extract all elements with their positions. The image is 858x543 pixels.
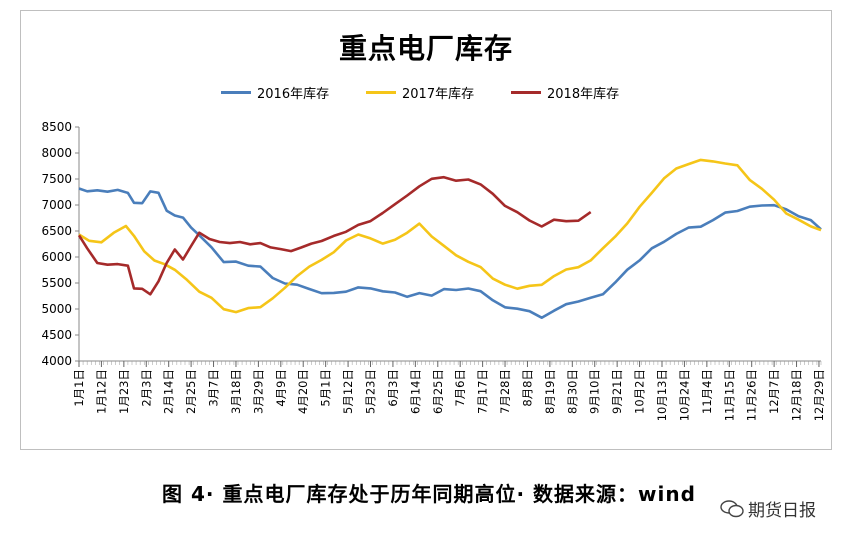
legend-item-2016: 2016年库存: [221, 83, 329, 102]
x-tick-label: 1月23日: [117, 369, 131, 414]
y-tick-label: 8000: [41, 146, 72, 160]
x-tick-label: 8月19日: [543, 369, 557, 414]
x-tick-label: 5月12日: [341, 369, 355, 414]
x-tick-label: 6月3日: [386, 369, 400, 407]
y-tick-label: 6000: [41, 250, 72, 264]
legend-swatch-2016: [221, 91, 251, 94]
x-tick-label: 5月23日: [364, 369, 378, 414]
watermark: 期货日报: [720, 496, 816, 521]
x-tick-label: 7月28日: [498, 369, 512, 414]
x-tick-label: 3月7日: [207, 369, 221, 407]
x-tick-label: 4月20日: [296, 369, 310, 414]
wechat-icon: [720, 499, 744, 517]
chart-legend: 2016年库存 2017年库存 2018年库存: [21, 83, 831, 105]
x-tick-label: 6月25日: [431, 369, 445, 414]
x-tick-label: 7月6日: [453, 369, 467, 407]
x-tick-label: 1月1日: [72, 369, 86, 407]
x-tick-label: 2月3日: [139, 369, 153, 407]
y-tick-label: 4500: [41, 328, 72, 342]
x-tick-label: 8月30日: [565, 369, 579, 414]
y-tick-label: 4000: [41, 354, 72, 368]
x-tick-label: 7月17日: [476, 369, 490, 414]
legend-item-2018: 2018年库存: [511, 83, 619, 102]
legend-label-2018: 2018年库存: [547, 87, 620, 102]
series-line-2016: [78, 187, 822, 320]
x-tick-label: 3月29日: [251, 369, 265, 414]
x-tick-label: 4月9日: [274, 369, 288, 407]
x-tick-label: 9月21日: [610, 369, 624, 414]
figure-caption: 图 4· 重点电厂库存处于历年同期高位· 数据来源：wind: [162, 482, 696, 506]
chart-title: 重点电厂库存: [338, 32, 513, 65]
x-tick-label: 12月18日: [790, 369, 804, 421]
series-line-2017: [78, 158, 822, 314]
x-tick-label: 2月14日: [162, 369, 176, 414]
legend-swatch-2018: [511, 91, 541, 94]
chart-plot: 4000 4500 5000 5500 6000 6500 7000 7500 8000 8500…: [41, 120, 826, 421]
y-tick-label: 7000: [41, 198, 72, 212]
x-tick-label: 2月25日: [184, 369, 198, 414]
x-tick-label: 12月29日: [812, 369, 826, 421]
x-tick-label: 3月18日: [229, 369, 243, 414]
series-line-2018: [77, 175, 592, 296]
x-tick-label: 6月14日: [408, 369, 422, 414]
legend-swatch-2017: [366, 91, 396, 94]
legend-label-2017: 2017年库存: [402, 87, 475, 102]
x-tick-label: 12月7日: [767, 369, 781, 414]
y-tick-label: 7500: [41, 172, 72, 186]
x-tick-label: 10月24日: [677, 369, 691, 421]
x-tick-label: 11月26日: [745, 369, 759, 421]
legend-item-2017: 2017年库存: [366, 83, 474, 102]
x-tick-label: 10月13日: [655, 369, 669, 421]
x-tick-label: 8月8日: [520, 369, 534, 407]
x-tick-label: 10月2日: [633, 369, 647, 414]
x-tick-label: 5月1日: [319, 369, 333, 407]
x-tick-label: 1月12日: [94, 369, 108, 414]
y-tick-label: 5000: [41, 302, 72, 316]
y-tick-label: 5500: [41, 276, 72, 290]
chart-frame: 重点电厂库存 2016年库存 2017年库存 2018年库存 4000 4500 5…: [20, 10, 832, 450]
y-tick-label: 8500: [41, 120, 72, 134]
x-tick-label: 11月15日: [722, 369, 736, 421]
x-tick-label: 9月10日: [588, 369, 602, 414]
legend-label-2016: 2016年库存: [257, 87, 330, 102]
x-tick-label: 11月4日: [700, 369, 714, 414]
watermark-text: 期货日报: [748, 501, 816, 521]
y-tick-label: 6500: [41, 224, 72, 238]
